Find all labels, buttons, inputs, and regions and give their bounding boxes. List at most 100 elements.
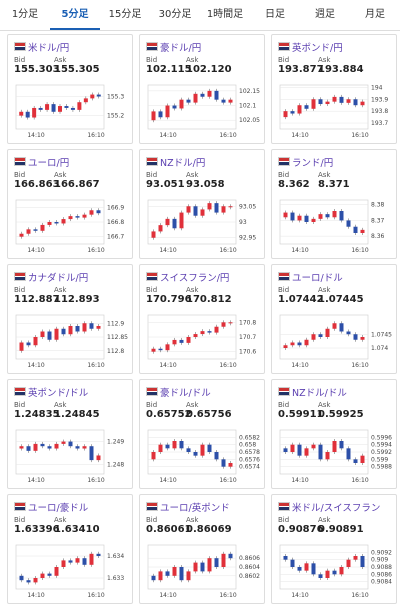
bid-value: 93.051 (146, 179, 185, 190)
candle-body (207, 444, 212, 452)
candle-body (158, 571, 163, 581)
ask-value: 166.867 (54, 179, 100, 190)
mini-chart: 112.9 112.85 112.8 14:10 16:10 (15, 314, 128, 369)
candle-body (339, 96, 344, 103)
candle-body (200, 444, 205, 456)
candle-body (325, 452, 330, 460)
candle-body (96, 326, 101, 329)
x-tick-label: 16:10 (219, 132, 236, 139)
bid-label: Bid (278, 171, 290, 179)
candle-body (332, 211, 337, 218)
currency-panel[interactable]: 豪ドル/円 Bid Ask 102.115 102.120 102.15 102.1 102.… (139, 34, 265, 144)
currency-panel[interactable]: ユーロ/円 Bid Ask 166.863 166.867 166.9 166.8 166.7… (7, 149, 133, 259)
candle-body (207, 558, 212, 572)
tab[interactable]: 1時間足 (206, 9, 244, 20)
x-tick-label: 16:10 (219, 477, 236, 484)
ask-label: Ask (186, 171, 199, 179)
tab[interactable]: 月足 (365, 9, 385, 20)
candle-body (304, 339, 309, 346)
currency-panel[interactable]: 英ポンド/円 Bid Ask 193.877 193.884 194 193.9 193.8 1… (271, 34, 397, 144)
tab[interactable]: 15分足 (108, 9, 142, 20)
bid-value: 8.362 (278, 179, 310, 190)
x-tick-label: 14:10 (291, 477, 308, 484)
candle-body (40, 331, 45, 337)
candle-body (318, 214, 323, 219)
y-tick-label: 0.6578 (239, 449, 260, 456)
candle-body (89, 210, 94, 215)
ask-label: Ask (318, 516, 331, 524)
candle-body (96, 210, 101, 214)
x-tick-label: 16:10 (87, 132, 104, 139)
candle-body (26, 446, 31, 451)
candle-body (61, 328, 66, 335)
candle-body (311, 444, 316, 449)
currency-panel[interactable]: 米ドル/円 Bid Ask 155.303 155.305 155.3 155.2 14:10… (7, 34, 133, 144)
tab[interactable]: 5分足 (50, 0, 100, 30)
candle-body (311, 99, 316, 109)
currency-panel[interactable]: ランド/円 Bid Ask 8.362 8.371 8.38 8.37 8.36 14:10 16… (271, 149, 397, 259)
tab[interactable]: 30分足 (158, 9, 192, 20)
bid-value: 1.24835 (14, 409, 60, 420)
currency-panel[interactable]: スイスフラン/円 Bid Ask 170.796 170.812 170.8 170.7 17… (139, 264, 265, 374)
ask-value: 1.07445 (318, 294, 364, 305)
candle-body (339, 441, 344, 449)
currency-panel[interactable]: NZドル/円 Bid Ask 93.051 93.058 93.05 93 92.95 14:1… (139, 149, 265, 259)
currency-panel[interactable]: NZドル/ドル Bid Ask 0.59911 0.59925 0.5996 0.5994 0… (271, 379, 397, 489)
candle-body (214, 452, 219, 460)
plot-frame (15, 84, 105, 130)
pair-name: NZドル/ドル (292, 388, 347, 399)
bid-label: Bid (146, 56, 158, 64)
ask-value: 1.24845 (54, 409, 100, 420)
y-tick-label: 0.8604 (239, 564, 260, 571)
candle-body (311, 563, 316, 575)
plot-frame (15, 429, 105, 475)
x-tick-label: 14:10 (27, 362, 44, 369)
currency-panel[interactable]: ユーロ/豪ドル Bid Ask 1.63396 1.63410 1.634 1.633 14:… (7, 494, 133, 604)
pair-name: 豪ドル/円 (160, 43, 202, 54)
candle-body (47, 331, 52, 340)
candle-body (193, 93, 198, 103)
candle-body (89, 553, 94, 565)
candle-body (179, 441, 184, 449)
candle-body (151, 231, 156, 238)
y-tick-label: 170.7 (239, 334, 256, 341)
pair-name: カナダドル/円 (28, 273, 89, 284)
candle-body (179, 339, 184, 343)
pair-name: 英ポンド/円 (292, 43, 343, 54)
candle-body (346, 220, 351, 227)
candle-body (33, 229, 38, 231)
x-tick-label: 16:10 (351, 477, 368, 484)
bid-label: Bid (278, 516, 290, 524)
bid-label: Bid (146, 171, 158, 179)
mini-chart: 1.249 1.248 14:10 16:10 (15, 429, 124, 484)
currency-panel[interactable]: 豪ドル/ドル Bid Ask 0.65752 0.65756 0.6582 0.658 0.6… (139, 379, 265, 489)
flag-icon (146, 157, 158, 166)
tab[interactable]: 1分足 (11, 9, 39, 20)
pair-name: ユーロ/ドル (292, 273, 343, 284)
candle-body (75, 216, 80, 218)
candle-body (360, 337, 365, 340)
candle-body (64, 106, 69, 108)
candle-body (151, 348, 156, 352)
currency-panel[interactable]: カナダドル/円 Bid Ask 112.887 112.893 112.9 112.85 11… (7, 264, 133, 374)
flag-icon (278, 272, 290, 281)
currency-panel[interactable]: 米ドル/スイスフラン Bid Ask 0.90876 0.90891 0.9092 0.90… (271, 494, 397, 604)
currency-panel[interactable]: ユーロ/英ポンド Bid Ask 0.86061 0.86069 0.8606 0.8604… (139, 494, 265, 604)
candle-body (332, 323, 337, 329)
pair-name: 米ドル/円 (28, 43, 70, 54)
bid-value: 155.303 (14, 64, 60, 75)
candle-body (75, 326, 80, 332)
ask-value: 0.90891 (318, 524, 364, 535)
currency-panel[interactable]: 英ポンド/ドル Bid Ask 1.24835 1.24845 1.249 1.248 14:… (7, 379, 133, 489)
candle-body (19, 575, 24, 581)
bid-label: Bid (14, 516, 26, 524)
y-tick-label: 93.05 (239, 203, 256, 210)
currency-panel[interactable]: ユーロ/ドル Bid Ask 1.07442 1.07445 1.0745 1.074 14:… (271, 264, 397, 374)
candle-body (193, 562, 198, 572)
tab[interactable]: 週足 (315, 9, 335, 20)
ask-value: 0.59925 (318, 409, 364, 420)
tab[interactable]: 日足 (265, 9, 285, 20)
flag-icon (14, 272, 26, 281)
candle-body (304, 105, 309, 109)
